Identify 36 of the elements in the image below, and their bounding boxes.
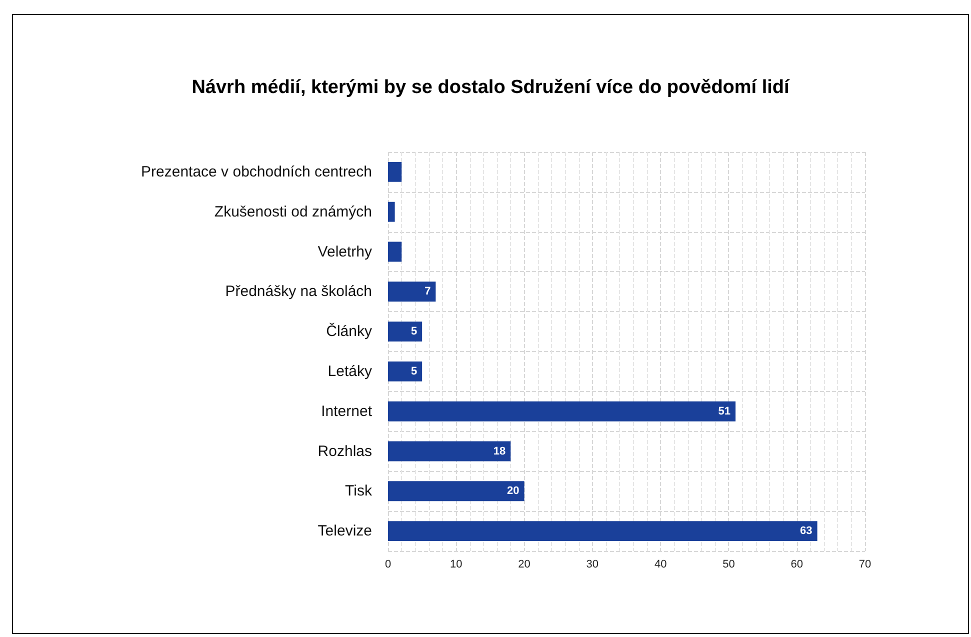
- chart-title: Návrh médií, kterými by se dostalo Sdružení více do povědomí lidí: [192, 77, 790, 98]
- bar: [388, 521, 818, 542]
- data-label: 5: [410, 365, 418, 378]
- y-tick-label: Prezentace v obchodních centrech: [141, 163, 372, 180]
- x-tick-label: 0: [384, 558, 392, 570]
- data-label: 63: [800, 525, 812, 538]
- data-label: 7: [424, 286, 431, 298]
- bar: [388, 361, 422, 382]
- y-tick-label: Rozhlas: [318, 442, 372, 460]
- y-tick-label: Letáky: [328, 362, 372, 380]
- data-label: 20: [507, 485, 520, 498]
- x-tick-label: 50: [722, 558, 735, 570]
- y-tick-label: Přednášky na školách: [225, 283, 372, 300]
- x-tick-label: 30: [586, 558, 599, 570]
- x-tick-label: 60: [790, 558, 803, 570]
- bar: [388, 242, 402, 262]
- y-tick-label: Zkušenosti od známých: [214, 203, 372, 220]
- x-tick-label: 20: [518, 558, 530, 570]
- bar: [388, 282, 436, 302]
- bar: [388, 162, 402, 182]
- bar: [388, 401, 736, 422]
- data-label: 18: [493, 445, 506, 458]
- bar: [388, 322, 422, 342]
- x-tick-label: 10: [450, 558, 462, 570]
- data-label: 51: [718, 405, 731, 418]
- y-tick-label: Internet: [321, 402, 373, 420]
- y-tick-label: Veletrhy: [318, 243, 372, 260]
- bar: [388, 441, 511, 462]
- y-tick-label: Televize: [318, 522, 372, 540]
- x-tick-label: 40: [654, 558, 667, 570]
- data-label: 5: [410, 326, 418, 338]
- bar: [388, 481, 524, 502]
- y-tick-label: Články: [326, 322, 372, 340]
- bar: [388, 202, 395, 222]
- y-tick-label: Tisk: [345, 482, 372, 500]
- x-tick-label: 70: [858, 558, 872, 570]
